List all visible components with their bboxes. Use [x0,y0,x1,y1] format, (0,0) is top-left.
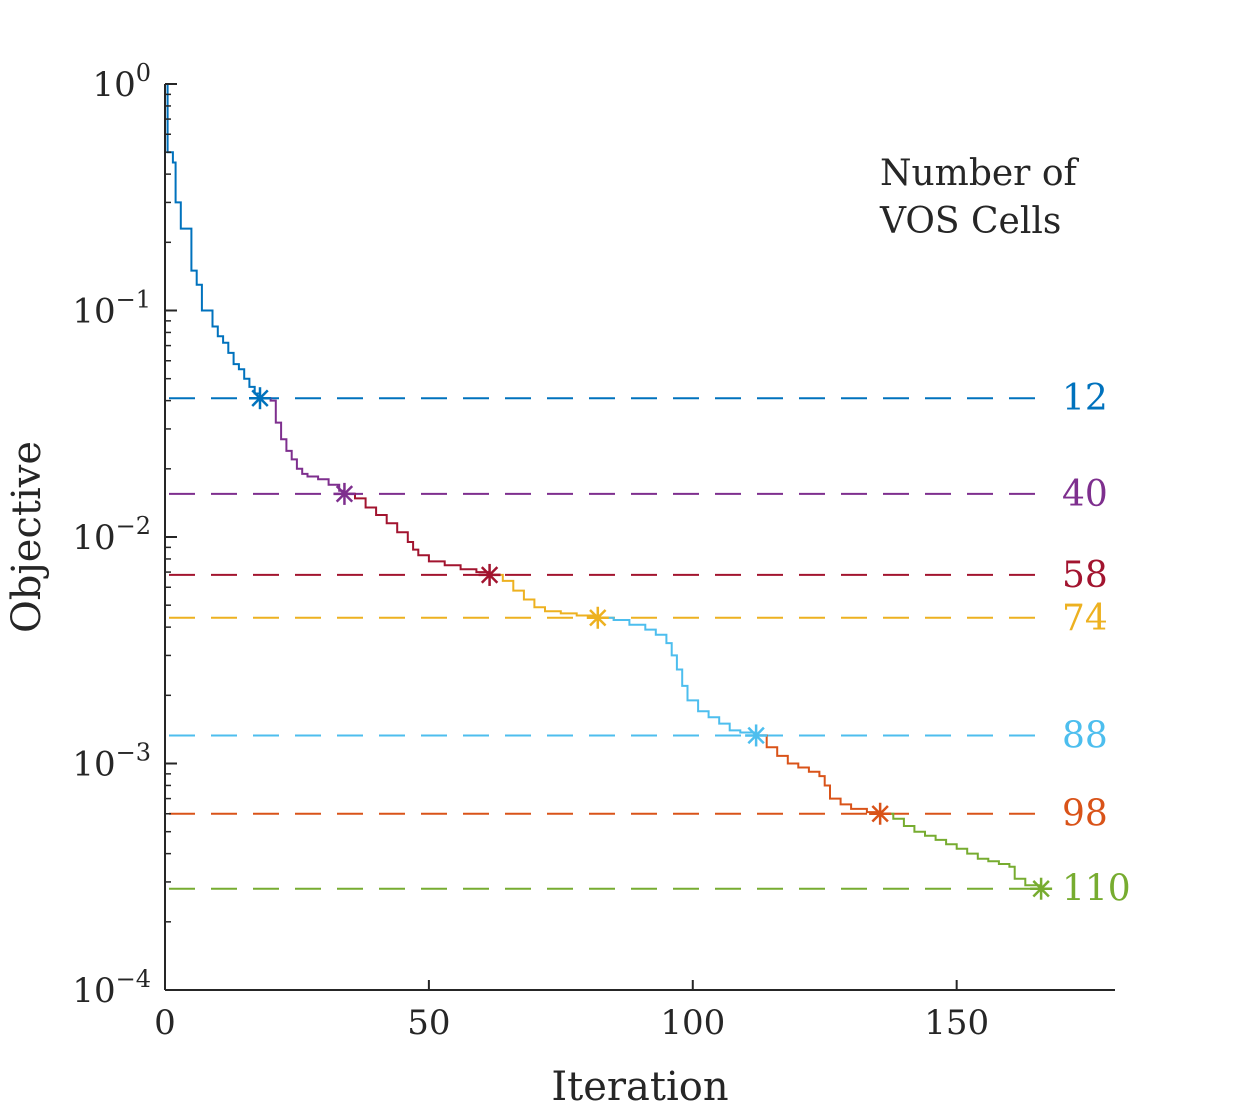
curve-series-58 [344,492,491,575]
x-tick-label: 0 [154,1003,176,1043]
marker-series-98 [869,802,892,825]
marker-series-40 [333,482,356,505]
marker-stroke [480,566,499,584]
series-label-88: 88 [1062,715,1108,756]
curve-series-98 [756,734,882,814]
y-tick-label: 10−2 [72,512,151,558]
marker-series-12 [249,387,271,410]
series-label-40: 40 [1062,474,1108,515]
series-label-110: 110 [1062,869,1131,910]
y-tick-label: 10−1 [72,286,151,332]
marker-series-58 [478,563,501,586]
marker-stroke [589,609,607,627]
legend-title-line-2: VOS Cells [879,201,1061,242]
series-label-98: 98 [1062,794,1108,835]
curve-series-110 [880,812,1043,889]
marker-series-74 [586,606,609,629]
curve-series-88 [597,616,758,736]
y-tick-label: 10−4 [72,965,151,1011]
axes: 0 50 100 150 100 10−1 10−2 10−3 10−4 [72,59,1115,1043]
series-label-12: 12 [1062,378,1108,419]
curve-series-40 [260,397,346,494]
x-tick-label: 50 [407,1003,450,1043]
y-tick-label: 10−3 [72,739,151,785]
marker-series-110 [1030,877,1053,900]
x-tick-label: 100 [660,1003,725,1043]
curve-series-74 [489,573,599,618]
marker-stroke [251,389,269,407]
plot-area [165,83,1053,900]
marker-stroke [747,726,765,745]
y-axis-label: Objective [4,441,50,633]
x-tick-label: 150 [924,1003,989,1043]
y-tick-label: 100 [92,59,151,105]
series-label-58: 58 [1062,555,1108,596]
marker-stroke [335,485,354,503]
marker-series-88 [745,724,768,747]
x-axis-label: Iteration [551,1064,728,1110]
marker-stroke [1032,880,1050,898]
series-label-74: 74 [1062,598,1108,639]
curve-series-12 [165,83,261,399]
marker-stroke [871,805,889,823]
legend-title-line-1: Number of [880,153,1079,194]
